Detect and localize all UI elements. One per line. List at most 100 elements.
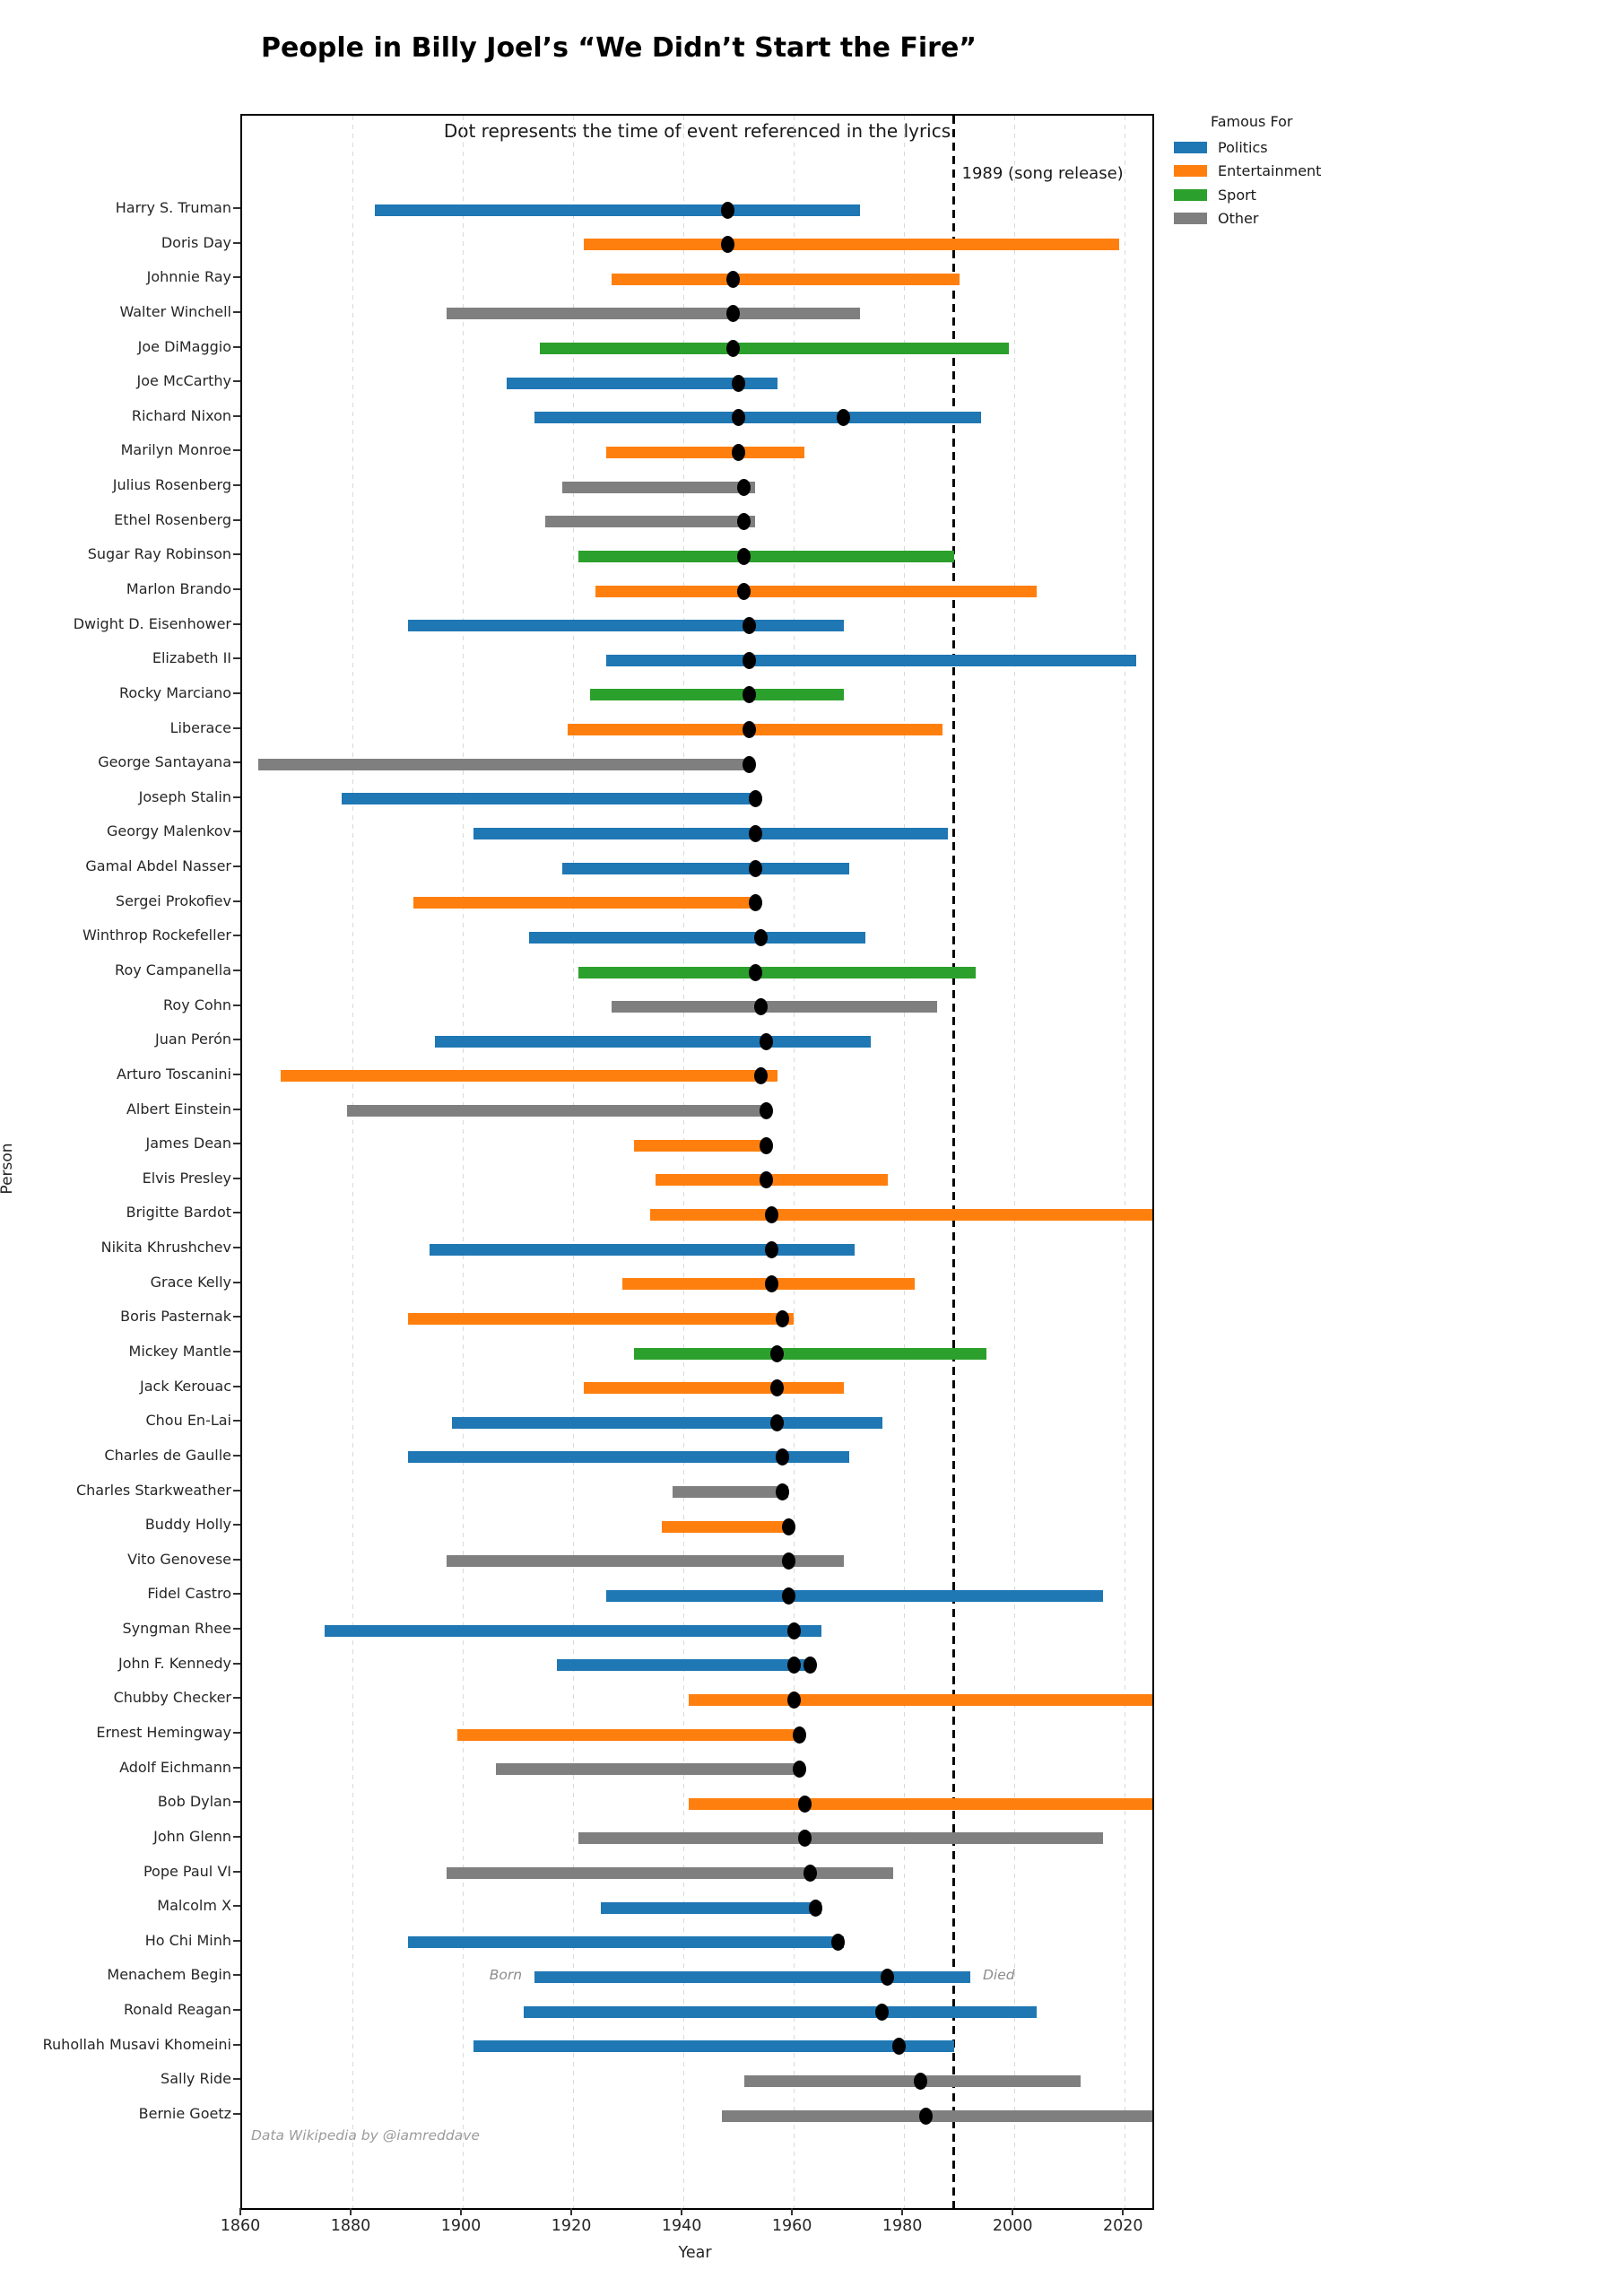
person-label: Winthrop Rockefeller <box>82 926 231 944</box>
lifespan-bar <box>258 758 750 770</box>
person-label: Syngman Rhee <box>122 1620 231 1638</box>
person-label: Rocky Marciano <box>118 683 231 701</box>
lifespan-bar <box>407 1936 844 1949</box>
event-dot <box>737 582 751 600</box>
person-label: Bob Dylan <box>157 1793 231 1811</box>
event-dot <box>732 374 746 392</box>
lifespan-bar <box>435 1035 872 1048</box>
y-tick-mark <box>233 1212 240 1214</box>
y-tick-mark <box>233 1108 240 1110</box>
person-label: Roy Campanella <box>115 961 231 978</box>
event-dot <box>743 755 757 773</box>
y-tick-mark <box>233 1628 240 1631</box>
event-dot <box>737 547 751 565</box>
lifespan-bar <box>534 412 982 424</box>
lifespan-bar <box>595 585 1037 597</box>
person-label: Julius Rosenberg <box>112 476 231 494</box>
event-dot <box>759 1102 773 1120</box>
person-label: Boris Pasternak <box>120 1308 231 1326</box>
lifespan-bar <box>606 654 1136 666</box>
event-dot <box>786 1622 801 1639</box>
lifespan-bar <box>430 1243 855 1256</box>
lifespan-bar <box>456 1728 800 1741</box>
y-tick-mark <box>233 1039 240 1041</box>
lifespan-bar <box>451 1416 882 1429</box>
data-credit: Data Wikipedia by @iamreddave <box>251 2127 480 2144</box>
y-tick-mark <box>233 553 240 556</box>
y-tick-mark <box>233 1385 240 1387</box>
event-dot <box>765 1205 779 1223</box>
y-tick-mark <box>233 761 240 764</box>
person-label: Dwight D. Eisenhower <box>73 614 231 632</box>
y-tick-mark <box>233 1939 240 1942</box>
event-dot <box>743 721 757 739</box>
lifespan-bar <box>633 1347 987 1360</box>
event-dot <box>753 998 768 1016</box>
x-axis-label: Year <box>678 2244 712 2262</box>
event-dot <box>781 1587 795 1605</box>
event-dot <box>748 859 762 877</box>
y-tick-mark <box>233 1835 240 1838</box>
x-tick-mark <box>901 2208 904 2215</box>
legend-entry-label: Entertainment <box>1218 162 1322 180</box>
person-label: Gamal Abdel Nasser <box>85 857 231 875</box>
y-tick-mark <box>233 518 240 521</box>
person-label: Ronald Reagan <box>124 2001 231 2019</box>
event-dot <box>759 1032 773 1050</box>
event-dot <box>759 1171 773 1189</box>
event-dot <box>759 1136 773 1154</box>
event-dot <box>743 617 757 635</box>
y-tick-mark <box>233 414 240 417</box>
legend-item-other: Other <box>1166 207 1363 231</box>
person-label: Joe McCarthy <box>136 372 231 390</box>
y-tick-mark <box>233 2078 240 2081</box>
event-dot <box>881 1968 895 1986</box>
y-tick-mark <box>233 1247 240 1249</box>
lifespan-bar <box>606 446 805 458</box>
person-label: Joe DiMaggio <box>137 337 231 355</box>
y-tick-mark <box>233 380 240 383</box>
lifespan-bar <box>281 1070 777 1083</box>
x-tick-mark <box>350 2208 352 2215</box>
person-label: John Glenn <box>153 1827 231 1845</box>
event-dot <box>797 1830 812 1848</box>
person-label: Roy Cohn <box>163 996 231 1013</box>
x-tick-mark <box>1012 2208 1014 2215</box>
x-tick-mark <box>681 2208 683 2215</box>
person-label: Adolf Eichmann <box>119 1758 231 1776</box>
y-tick-mark <box>233 2043 240 2046</box>
gridline-1920 <box>572 116 574 2208</box>
lifespan-bar <box>528 931 866 944</box>
event-dot <box>753 928 768 946</box>
y-tick-mark <box>233 1558 240 1561</box>
event-dot <box>725 340 740 358</box>
x-tick-label: 1860 <box>220 2217 261 2235</box>
lifespan-bar <box>589 689 844 701</box>
y-tick-mark <box>233 2009 240 2012</box>
plot-subtitle: Dot represents the time of event referen… <box>443 120 951 142</box>
person-label: Harry S. Truman <box>115 199 231 216</box>
lifespan-bar <box>556 1659 811 1672</box>
y-tick-mark <box>233 1593 240 1596</box>
x-tick-label: 1880 <box>330 2217 371 2235</box>
y-tick-mark <box>233 207 240 209</box>
event-dot <box>725 270 740 288</box>
lifespan-bar <box>584 1382 844 1395</box>
event-dot <box>875 2003 890 2021</box>
x-tick-mark <box>1122 2208 1125 2215</box>
lifespan-bar <box>561 862 849 874</box>
y-tick-mark <box>233 1662 240 1665</box>
lifespan-bar <box>413 897 756 909</box>
lifespan-bar <box>561 481 756 493</box>
event-dot <box>770 1413 785 1431</box>
event-dot <box>792 1726 806 1744</box>
event-dot <box>720 236 734 254</box>
event-dot <box>737 478 751 496</box>
legend-entry-label: Politics <box>1218 138 1268 156</box>
event-dot <box>753 1067 768 1085</box>
lifespan-bar <box>578 1832 1103 1845</box>
lifespan-bar <box>325 1624 821 1637</box>
plot-area: Dot represents the time of event referen… <box>240 114 1154 2210</box>
y-tick-mark <box>233 1801 240 1804</box>
x-tick-label: 1900 <box>440 2217 482 2235</box>
